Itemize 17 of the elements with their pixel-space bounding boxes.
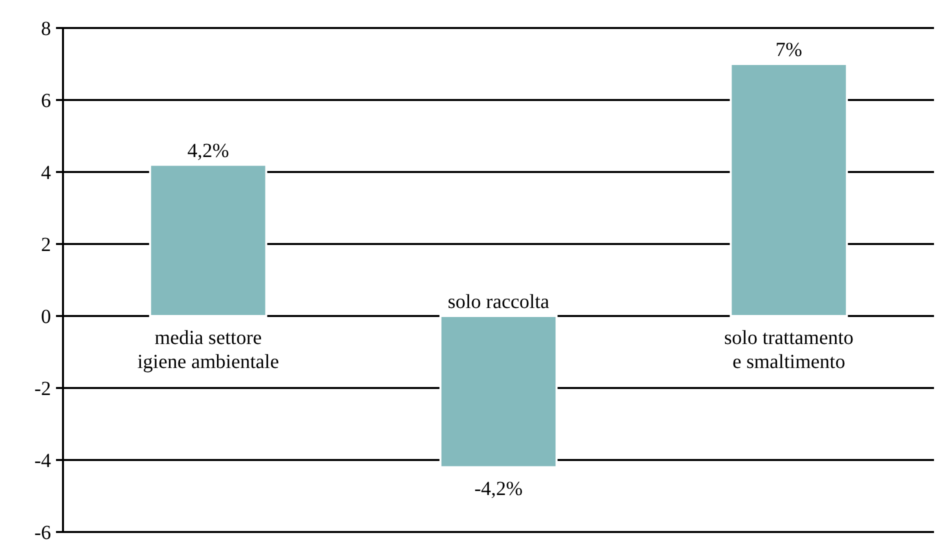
y-tick-label: -6 [34,522,51,544]
y-tick-label: -2 [34,378,51,400]
y-tick-label: 2 [41,234,51,256]
x-tick-label: media settore igiene ambientale [137,327,280,373]
data-label: 4,2% [187,140,230,162]
y-tick-label: 6 [41,90,51,112]
bar [439,315,558,468]
data-label: 7% [775,39,802,61]
bar [149,164,268,317]
y-tick-label: 4 [41,162,51,184]
bar [730,63,848,317]
x-tick-label: solo trattamento e smaltimento [724,327,854,373]
y-tick-label: -4 [34,450,51,472]
data-label: -4,2% [474,478,523,500]
x-tick-label: solo raccolta [448,291,550,313]
y-tick-label: 0 [41,306,51,328]
y-tick-label: 8 [41,18,51,40]
